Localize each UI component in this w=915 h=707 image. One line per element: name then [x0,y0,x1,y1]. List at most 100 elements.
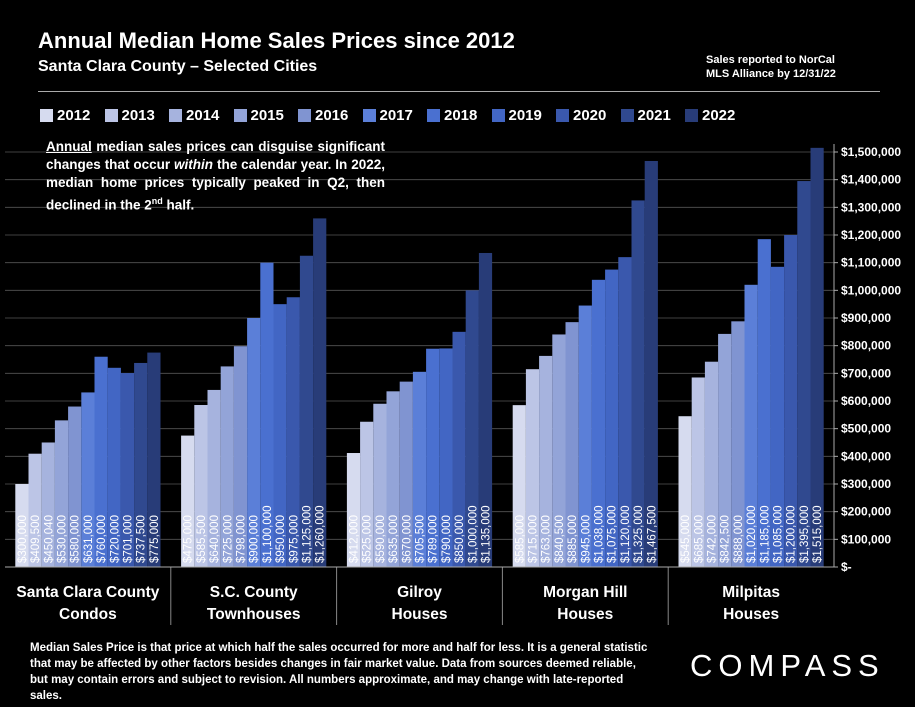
y-tick-label: $1,100,000 [841,256,901,270]
bar [68,406,82,567]
data-label: $1,038,000 [594,505,606,563]
data-label: $1,185,000 [759,505,771,563]
data-label: $798,000 [236,515,248,563]
data-label: $300,000 [17,515,29,563]
data-label: $1,467,500 [646,505,658,563]
category-label: Townhouses [207,606,301,623]
legend-label: 2022 [702,107,736,124]
chart-subtitle: Santa Clara County – Selected Cities [38,58,318,75]
bar [452,331,466,567]
bar [273,304,287,567]
data-label: $888,000 [733,515,745,563]
y-tick-label: $900,000 [841,311,891,325]
bar [360,421,374,567]
bar [578,305,592,567]
data-label: $475,000 [183,515,195,563]
data-label: $409,500 [30,515,42,563]
data-label: $545,000 [680,515,692,563]
data-label: $725,000 [222,515,234,563]
source-note-line2: MLS Alliance by 12/31/22 [706,68,836,80]
bar [465,290,479,567]
legend-label: 2020 [573,107,607,124]
y-tick-label: $700,000 [841,366,891,380]
legend-swatch [556,109,569,122]
annotation-text-b: the calendar year. In 2022, median home … [46,157,385,213]
annotation-word: Annual [46,139,92,154]
bar [399,381,413,567]
data-label: $950,000 [275,515,287,563]
legend-swatch [40,109,53,122]
data-label: $790,000 [441,515,453,563]
legend-item-2019: 2019 [491,107,542,124]
bar [147,352,161,567]
category-label: Gilroy [397,584,442,601]
data-label: $1,325,000 [633,505,645,563]
bar [181,435,195,567]
legend-item-2022: 2022 [685,107,735,124]
data-label: $1,135,000 [481,505,493,563]
bar [784,235,798,567]
data-label: $900,000 [249,515,261,563]
bar [386,391,400,567]
legend-label: 2014 [186,107,220,124]
y-tick-label: $1,300,000 [841,200,901,214]
data-label: $945,000 [580,515,592,563]
category-label: Houses [723,606,779,623]
bar [678,416,692,567]
bar [313,218,327,567]
bar [631,200,645,567]
chart-title: Annual Median Home Sales Prices since 20… [38,28,515,53]
bar [247,318,261,567]
bar [525,369,540,567]
bar [478,252,493,567]
data-label: $737,500 [136,515,148,563]
legend-swatch [620,109,634,122]
footer-disclaimer: Median Sales Price is that price at whic… [30,642,648,702]
y-tick-label: $1,400,000 [841,173,901,187]
bar [591,279,606,567]
legend-item-2016: 2016 [298,107,348,124]
bar [286,297,300,567]
bar [770,266,785,567]
data-label: $789,000 [428,515,440,563]
data-label: $1,120,000 [620,505,632,563]
legend-swatch [362,109,376,122]
annotation-emphasis: within [174,157,214,172]
data-label: $1,020,000 [746,505,758,563]
bar [28,453,42,567]
y-tick-label: $1,500,000 [841,145,901,159]
data-label: $701,000 [123,515,135,563]
y-tick-label: $600,000 [841,394,891,408]
legend-label: 2012 [57,107,91,124]
annotation-text-c: half. [162,197,195,213]
bar [41,442,55,567]
legend-swatch [169,109,182,122]
bar [346,453,361,567]
data-label: $1,395,000 [799,505,811,563]
data-label: $640,000 [209,515,221,563]
legend-item-2012: 2012 [40,107,90,124]
legend-label: 2018 [444,107,478,124]
legend-swatch [233,109,247,122]
y-tick-label: $1,200,000 [841,228,901,242]
data-label: $760,000 [96,515,108,563]
bar [426,348,440,567]
annotation-text-a: median sales prices can disguise signifi… [46,139,385,172]
category-label: Houses [557,606,613,623]
bar [107,367,121,567]
data-label: $1,100,000 [262,505,274,563]
y-tick-label: $400,000 [841,449,891,463]
bar [731,321,745,567]
data-label: $585,000 [514,515,526,563]
legend-item-2017: 2017 [362,107,413,124]
data-label: $685,000 [693,515,705,563]
legend-item-2015: 2015 [233,107,284,124]
bar [618,257,632,567]
source-note: Sales reported to NorCal MLS Alliance by… [706,53,886,81]
category-label: Houses [392,606,448,623]
header-divider [38,91,880,92]
data-label: $580,000 [70,515,82,563]
bar [552,334,566,567]
bar [220,366,234,567]
legend-item-2020: 2020 [556,107,606,124]
